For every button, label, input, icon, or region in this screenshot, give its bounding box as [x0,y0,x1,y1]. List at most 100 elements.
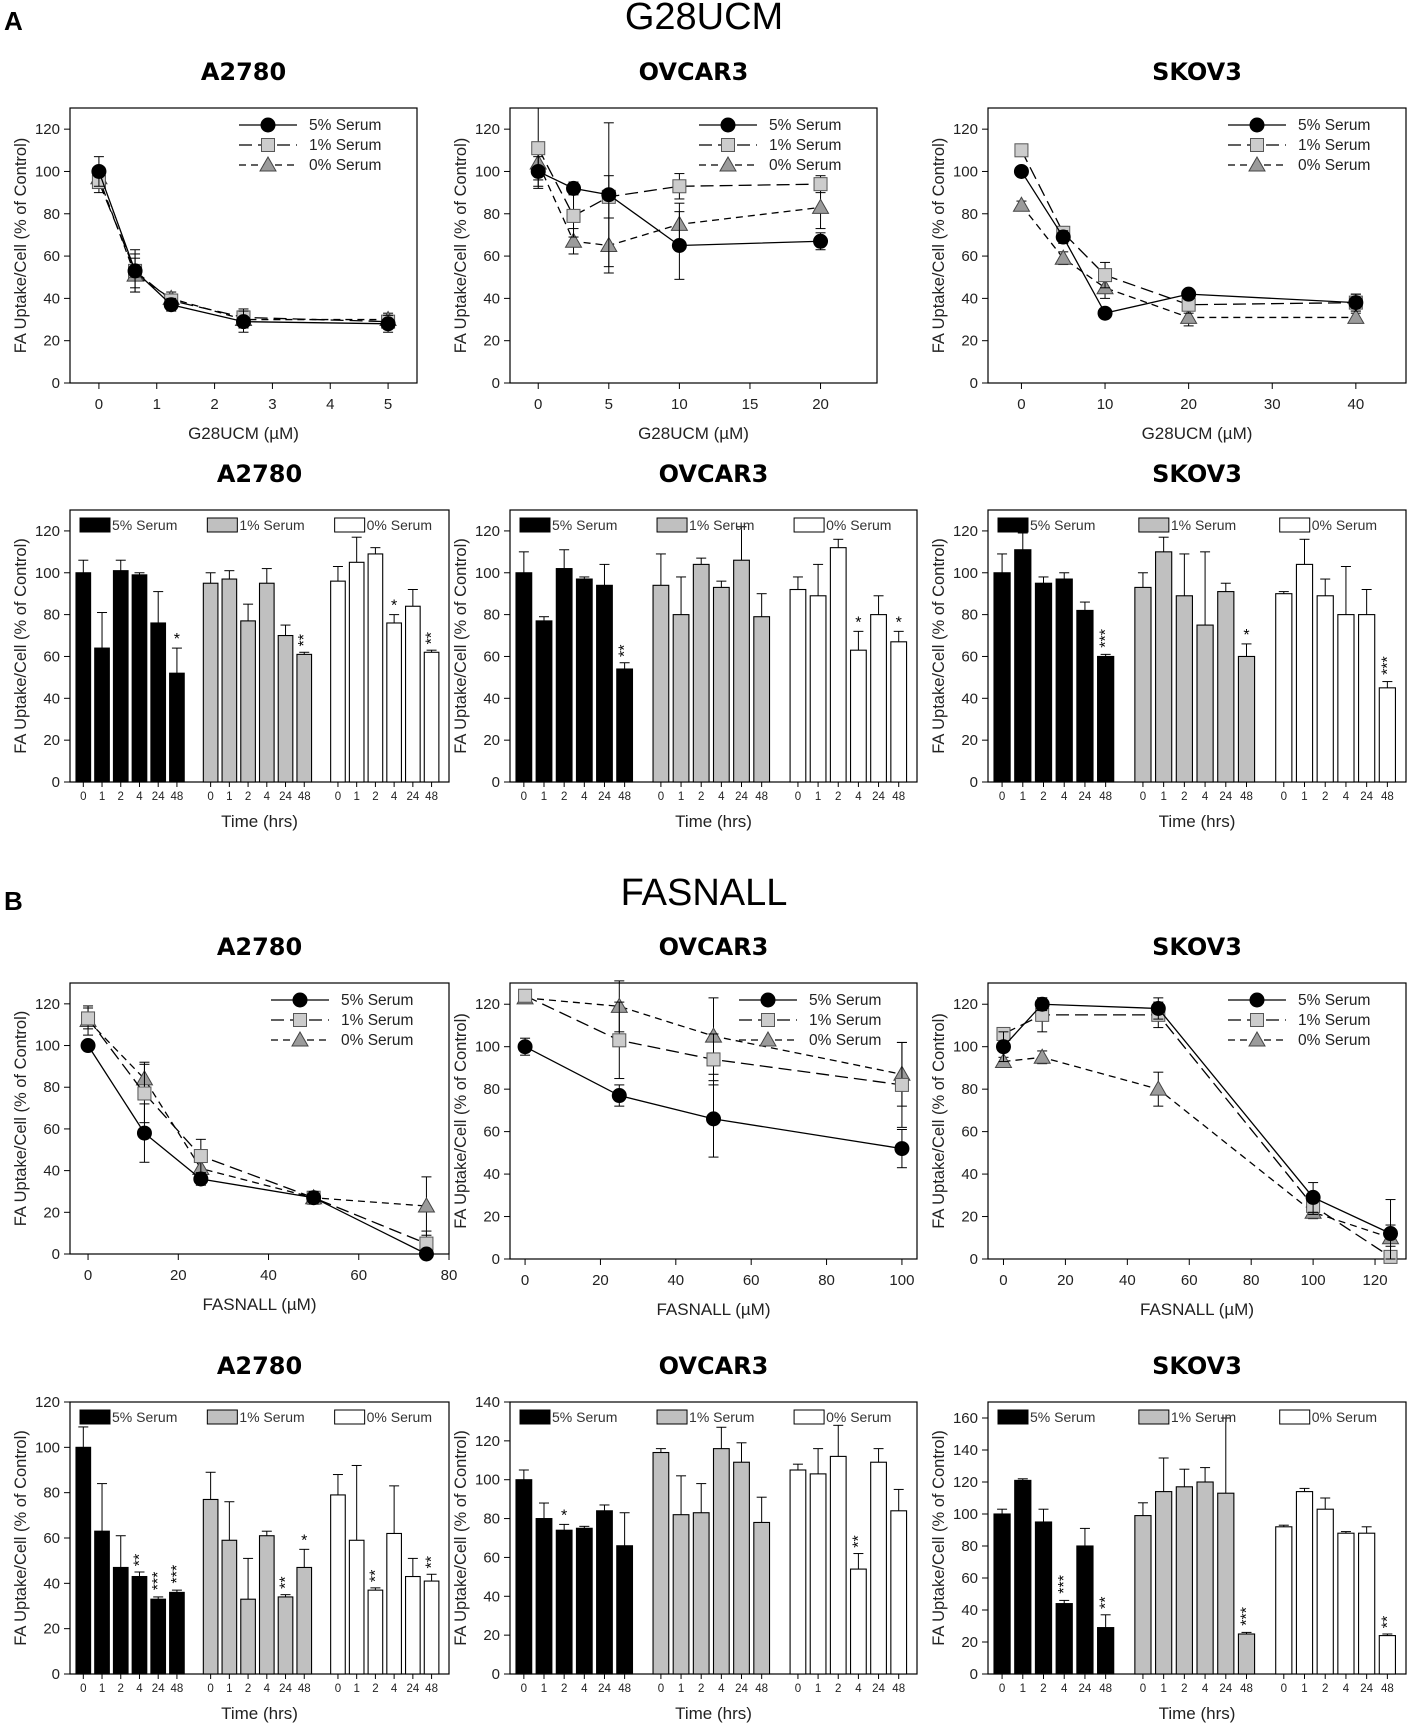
y-tick-label: 40 [43,290,60,307]
data-point [672,179,687,194]
y-tick-label: 120 [35,121,60,138]
bar [849,1568,867,1675]
y-tick-label: 160 [953,1410,978,1427]
y-tick-label: 20 [43,333,60,350]
bar [277,1596,294,1675]
bar [348,561,365,783]
data-point [894,1141,910,1157]
x-tick-label: 0 [84,1267,92,1284]
legend-swatch [793,1409,825,1425]
y-tick-label: 40 [43,1575,60,1592]
legend-label: 0% Serum [341,1032,413,1049]
data-point [813,233,829,249]
legend-label: 5% Serum [309,117,381,134]
significance-label: *** [1239,1607,1256,1626]
bar [993,572,1011,783]
y-tick-label: 100 [35,163,60,180]
data-point [236,314,251,330]
y-tick-label: 80 [43,1079,60,1096]
x-tick-label: 48 [618,1683,631,1695]
y-tick-label: 20 [961,1209,978,1226]
data-point [80,1038,96,1054]
data-point [193,1149,208,1164]
x-axis-label: Time (hrs) [1159,1704,1236,1723]
data-point [813,177,828,192]
data-point [530,163,546,179]
x-tick-label: 0 [1140,791,1146,803]
x-tick-label: 24 [406,791,419,803]
series-line [98,181,389,323]
y-tick-label: 0 [970,375,978,392]
x-tick-label: 4 [718,791,725,803]
legend-swatch [793,517,825,533]
y-tick-label: 40 [43,1163,60,1180]
bar [515,572,533,783]
significance-label: * [391,598,397,615]
chart-title: OVCAR3 [639,58,749,86]
y-tick-label: 0 [970,774,978,791]
data-point [259,155,277,172]
legend-label: 5% Serum [809,992,881,1009]
significance-label: * [301,1532,307,1549]
data-point [531,141,546,156]
significance-label: *** [1379,656,1396,675]
chart-title: A2780 [217,1352,302,1380]
x-tick-label: 2 [245,791,251,803]
x-axis-label: G28UCM (µM) [638,424,749,443]
x-tick-label: 60 [1181,1272,1198,1289]
bar [1076,1545,1094,1675]
y-axis-label: FA Uptake/Cell (% of Control) [930,1430,948,1646]
legend-label: 5% Serum [1030,1409,1095,1425]
bar [1275,1526,1293,1675]
legend-swatch [519,517,551,533]
x-tick-label: 24 [152,791,165,803]
data-point [1034,996,1050,1012]
data-point [1249,117,1265,133]
bar [555,568,573,783]
plot-frame [69,982,450,1255]
significance-label: ** [278,1576,295,1588]
x-tick-label: 24 [279,1683,292,1695]
data-point [1033,1048,1052,1064]
x-tick-label: 1 [353,791,359,803]
x-tick-label: 4 [1343,791,1350,803]
bar [202,1498,219,1675]
legend-label: 0% Serum [826,1409,891,1425]
legend-label: 5% Serum [341,992,413,1009]
legend-label: 1% Serum [239,517,304,533]
bar [1295,563,1314,783]
x-tick-label: 80 [818,1272,835,1289]
y-tick-label: 80 [961,1538,978,1555]
x-tick-label: 0 [999,1272,1007,1289]
x-tick-label: 1 [1160,791,1166,803]
legend-swatch [1279,517,1311,533]
x-tick-label: 48 [171,791,184,803]
data-point [1250,1013,1264,1027]
x-axis-label: Time (hrs) [675,1704,752,1723]
bar [94,647,110,783]
legend-label: 1% Serum [1298,1012,1370,1029]
data-point [1149,1080,1168,1096]
series-line [1020,150,1356,306]
data-point [127,263,143,279]
bar [1337,1532,1355,1675]
bar [596,584,613,783]
significance-label: ** [424,1556,441,1568]
data-point [566,180,582,196]
x-tick-label: 0 [658,1683,664,1695]
significance-label: ** [850,1535,867,1547]
bar [1295,1491,1314,1675]
y-tick-label: 20 [483,732,500,749]
bar [616,1545,634,1675]
x-tick-label: 1 [226,791,232,803]
data-point [1014,143,1029,158]
data-point [517,1039,533,1055]
x-tick-label: 4 [1061,1683,1068,1695]
y-tick-label: 80 [961,206,978,223]
legend-label: 0% Serum [1298,1032,1370,1049]
significance-label: ** [296,634,313,646]
x-tick-label: 40 [667,1272,684,1289]
series-line [524,995,903,1086]
